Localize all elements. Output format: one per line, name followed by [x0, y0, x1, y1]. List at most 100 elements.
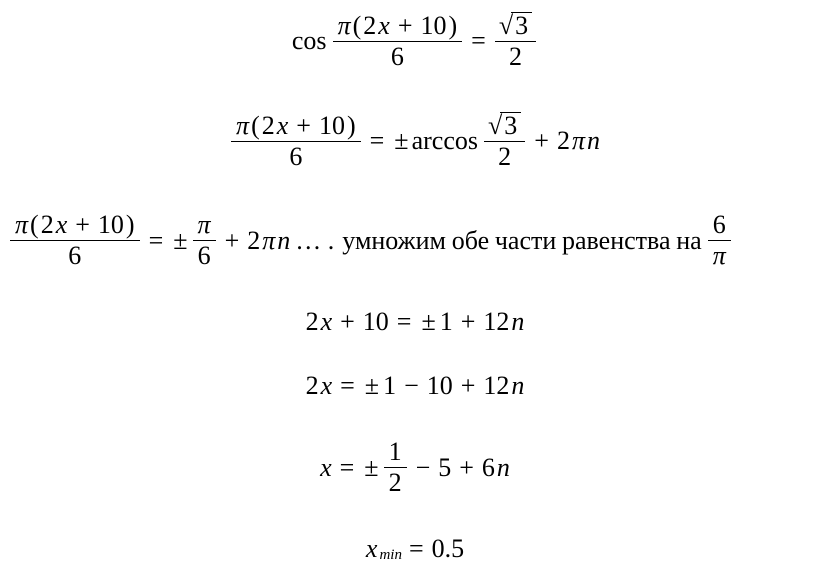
fraction: π ( 2x + 10 ) 6 — [8, 210, 142, 271]
equals: = — [390, 309, 419, 335]
equals: = — [464, 28, 493, 54]
three: 3 — [503, 113, 518, 139]
equation-line-5: 2x = ±1 − 10 + 12n — [8, 373, 822, 399]
two: 2 — [556, 128, 571, 154]
ten: 10 — [419, 13, 447, 39]
n: n — [496, 455, 511, 481]
two: 2 — [261, 113, 276, 139]
pi: π — [712, 243, 727, 269]
subscript-min: min — [378, 548, 402, 563]
result-value: 0.5 — [431, 536, 466, 562]
six: 6 — [67, 243, 82, 269]
x: x — [55, 212, 69, 238]
pi: π — [261, 228, 276, 254]
ellipsis: … . — [291, 228, 338, 254]
ten: 10 — [97, 212, 125, 238]
six: 6 — [712, 212, 727, 238]
two: 2 — [388, 470, 403, 496]
equation-line-1: cos π ( 2x + 10 ) 6 = √ 3 2 — [8, 10, 822, 72]
fraction: √ 3 2 — [482, 110, 527, 172]
two: 2 — [246, 228, 261, 254]
fraction: π ( 2x + 10 ) 6 — [229, 111, 363, 172]
six: 6 — [197, 243, 212, 269]
equation-line-3: π ( 2x + 10 ) 6 = ± π 6 + 2πn … . умножи… — [8, 210, 822, 271]
x: x — [365, 536, 379, 562]
sqrt: √ 3 — [499, 12, 532, 39]
equals: = — [142, 228, 171, 254]
twelve: 12 — [482, 373, 510, 399]
fraction: 1 2 — [382, 437, 409, 498]
open-paren: ( — [250, 113, 261, 139]
minus: − — [409, 455, 438, 481]
open-paren: ( — [29, 212, 40, 238]
two: 2 — [305, 309, 320, 335]
arccos-func: arccos — [412, 128, 482, 154]
n: n — [586, 128, 601, 154]
six: 6 — [390, 44, 405, 70]
x: x — [320, 309, 334, 335]
n: n — [276, 228, 291, 254]
math-derivation: cos π ( 2x + 10 ) 6 = √ 3 2 — [0, 0, 830, 576]
plus: + — [527, 128, 556, 154]
two: 2 — [497, 144, 512, 170]
plus: + — [391, 13, 420, 39]
equation-line-7: xmin = 0.5 — [8, 536, 822, 562]
two: 2 — [508, 44, 523, 70]
plus: + — [454, 309, 483, 335]
five: 5 — [437, 455, 452, 481]
plus-minus: ± — [170, 228, 190, 254]
close-paren: ) — [447, 13, 458, 39]
one: 1 — [388, 439, 403, 465]
n: n — [510, 373, 525, 399]
pi: π — [14, 212, 29, 238]
two: 2 — [362, 13, 377, 39]
plus: + — [289, 113, 318, 139]
fraction: √ 3 2 — [493, 10, 538, 72]
fraction: π ( 2x + 10 ) 6 — [331, 11, 465, 72]
ten: 10 — [426, 373, 454, 399]
x: x — [319, 455, 333, 481]
fraction: 6 π — [706, 210, 733, 271]
x: x — [320, 373, 334, 399]
equals: = — [402, 536, 431, 562]
cos-func: cos — [292, 28, 331, 54]
close-paren: ) — [125, 212, 136, 238]
plus: + — [452, 455, 481, 481]
pi: π — [235, 113, 250, 139]
plus: + — [454, 373, 483, 399]
sqrt: √ 3 — [488, 112, 521, 139]
pi: π — [571, 128, 586, 154]
one: 1 — [439, 309, 454, 335]
two: 2 — [305, 373, 320, 399]
x: x — [377, 13, 391, 39]
ten: 10 — [362, 309, 390, 335]
close-paren: ) — [346, 113, 357, 139]
equation-line-6: x = ± 1 2 − 5 + 6n — [8, 437, 822, 498]
plus: + — [333, 309, 362, 335]
six: 6 — [288, 144, 303, 170]
equals: = — [333, 455, 362, 481]
three: 3 — [514, 13, 529, 39]
one: 1 — [382, 373, 397, 399]
plus: + — [68, 212, 97, 238]
fraction: π 6 — [191, 210, 218, 271]
multiply-note: умножим обе части равенства на — [338, 228, 705, 254]
plus-minus: ± — [362, 373, 382, 399]
six: 6 — [481, 455, 496, 481]
equals: = — [363, 128, 392, 154]
plus-minus: ± — [361, 455, 381, 481]
n: n — [510, 309, 525, 335]
open-paren: ( — [352, 13, 363, 39]
equals: = — [333, 373, 362, 399]
minus: − — [397, 373, 426, 399]
x: x — [276, 113, 290, 139]
two: 2 — [40, 212, 55, 238]
pi: π — [337, 13, 352, 39]
pi: π — [197, 212, 212, 238]
ten: 10 — [318, 113, 346, 139]
plus-minus: ± — [418, 309, 438, 335]
plus: + — [218, 228, 247, 254]
plus-minus: ± — [391, 128, 411, 154]
twelve: 12 — [482, 309, 510, 335]
equation-line-2: π ( 2x + 10 ) 6 = ± arccos √ 3 2 + 2πn — [8, 110, 822, 172]
